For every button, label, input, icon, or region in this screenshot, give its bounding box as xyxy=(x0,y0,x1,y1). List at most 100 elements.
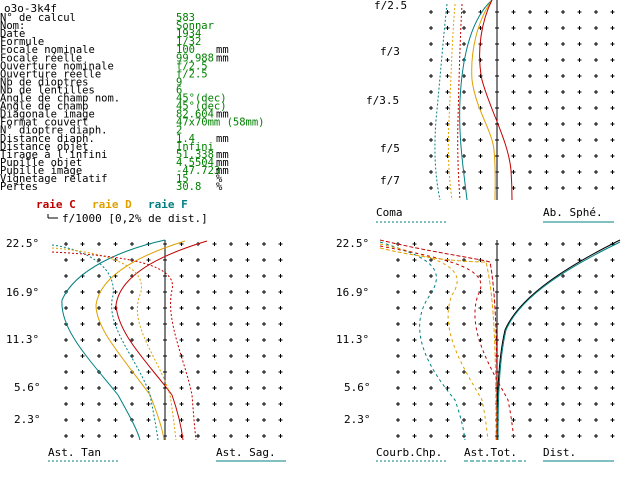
info-label: Angle de champ nom. xyxy=(0,93,120,105)
info-row: Nom: Sonnar xyxy=(0,20,214,32)
info-unit: mm xyxy=(216,133,229,145)
info-label: Diagonale image xyxy=(0,109,95,121)
distortion-curve xyxy=(496,239,621,441)
legend-raie-c: raie C xyxy=(36,198,76,211)
ast-sag-curve-d xyxy=(51,247,177,441)
info-label: Vignetage relatif xyxy=(0,173,107,185)
info-value: f/2.5 xyxy=(176,60,208,72)
coma-curve-c xyxy=(457,3,463,201)
info-value: f/2.5 xyxy=(176,68,208,80)
info-label: Distance diaph. xyxy=(0,133,95,145)
info-label: Focale nominale xyxy=(0,44,95,56)
info-row: Date 1934 xyxy=(0,28,201,40)
info-row: Formule 1/32 xyxy=(0,36,201,48)
info-value: 583 xyxy=(176,12,195,24)
info-row: Pupille objet 4.5504 mm xyxy=(0,157,229,169)
info-unit: % xyxy=(216,181,223,193)
info-row: Distance objet Infini xyxy=(0,141,214,153)
info-row: Ouverture nominale f/2.5 xyxy=(0,60,208,72)
info-value: 9 xyxy=(176,76,182,88)
ast-sag-label: Ast. Sag. xyxy=(216,446,276,459)
info-value: 4.5504 xyxy=(176,157,214,169)
ast-tan-curve-c xyxy=(115,240,208,441)
ast-y-label: 11.3° xyxy=(6,333,39,346)
info-row: N° dioptre diaph. 2 xyxy=(0,125,182,137)
info-row: Angle de champ 45°(dec) xyxy=(0,101,227,113)
ast-total-curve-d xyxy=(379,247,497,441)
coma-curve-d xyxy=(447,3,456,201)
info-label: Nb de dioptres xyxy=(0,76,89,88)
ast-total-curve-c xyxy=(379,239,498,441)
info-label: N° de calcul xyxy=(0,12,76,24)
info-value: 51.338 xyxy=(176,149,214,161)
window-title: o3o-3k4f xyxy=(4,2,57,15)
ast-y-label: 5.6° xyxy=(14,381,41,394)
info-unit: mm xyxy=(216,52,229,64)
info-label: Angle de champ xyxy=(0,101,89,113)
info-label: Tirage à l'infini xyxy=(0,149,107,161)
field-chart-grid xyxy=(396,242,615,438)
ast-y-label: 2.3° xyxy=(14,413,41,426)
info-value: 2 xyxy=(176,125,182,137)
sph-curve-c xyxy=(479,0,513,201)
coma-curve-f xyxy=(434,3,448,201)
sph-curve-f xyxy=(459,0,493,201)
info-row: Distance diaph. 1.4 mm xyxy=(0,133,229,145)
info-row: Nb de lentilles 6 xyxy=(0,85,182,97)
info-value: Infini xyxy=(176,141,214,153)
coma-chart-grid xyxy=(429,10,615,190)
info-value: 45°(dec) xyxy=(176,101,227,113)
ast-y-label: 16.9° xyxy=(6,286,39,299)
coma-y-label: f/2.5 xyxy=(374,0,407,12)
info-unit: mm xyxy=(216,44,229,56)
ast-y-label: 22.5° xyxy=(6,237,39,250)
field-curvature-label: Courb.Chp. xyxy=(376,446,442,459)
astigmatism-chart: 22.5° 16.9° 11.3° 5.6° 2.3° Ast. Tan Ast… xyxy=(6,237,286,462)
legend-raie-d: raie D xyxy=(92,198,132,211)
info-row: Diagonale image 82.604 mm xyxy=(0,109,229,121)
info-value: 1/32 xyxy=(176,36,201,48)
info-value: 82.604 xyxy=(176,109,214,121)
info-label: Date xyxy=(0,28,25,40)
field-curve-d xyxy=(379,243,489,441)
distortion-curve-f xyxy=(497,241,621,441)
info-label: Nom: xyxy=(0,20,25,32)
astigmatism-y-labels: 22.5° 16.9° 11.3° 5.6° 2.3° xyxy=(6,237,41,426)
coma-y-labels: f/2.5 f/3 f/3.5 f/5 f/7 xyxy=(366,0,407,187)
coma-y-label: f/5 xyxy=(380,142,400,155)
info-row: Ouverture réelle f/2.5 xyxy=(0,68,208,80)
info-value: 1934 xyxy=(176,28,201,40)
astigmatism-chart-grid xyxy=(64,242,283,438)
info-value: 99.988 xyxy=(176,52,214,64)
coma-y-label: f/7 xyxy=(380,174,400,187)
info-value: 45°(dec) xyxy=(176,93,227,105)
field-y-label: 22.5° xyxy=(336,237,369,250)
info-row: N° de calcul 583 xyxy=(0,12,195,24)
info-row: Tirage à l'infini 51.338 mm xyxy=(0,149,229,161)
info-unit: mm xyxy=(216,165,229,177)
info-value: 15 xyxy=(176,173,189,185)
field-y-labels: 22.5° 16.9° 11.3° 5.6° 2.3° xyxy=(336,237,371,426)
ast-tan-label: Ast. Tan xyxy=(48,446,101,459)
ast-total-label: Ast.Tot. xyxy=(464,446,517,459)
coma-spherical-chart: f/2.5 f/3 f/3.5 f/5 f/7 Coma Ab. Sphé. xyxy=(366,0,615,223)
info-value: -47.723 xyxy=(176,165,220,177)
ast-tan-curve-d xyxy=(95,240,186,441)
legend-raie-f: raie F xyxy=(148,198,188,211)
info-label: Ouverture nominale xyxy=(0,60,114,72)
info-label: Format couvert xyxy=(0,117,89,129)
info-value: 1.4 xyxy=(176,133,195,145)
info-label: Pupille image xyxy=(0,165,82,177)
spherical-label: Ab. Sphé. xyxy=(543,206,603,219)
coma-y-label: f/3.5 xyxy=(366,94,399,107)
info-row: Pertes 30.8% xyxy=(0,181,223,193)
info-label: Pertes xyxy=(0,181,38,193)
info-label: Ouverture réelle xyxy=(0,68,101,80)
info-unit: mm xyxy=(216,157,229,169)
info-row: Format couvert 47x70mm (58mm) xyxy=(0,117,265,129)
field-curvature-distortion-chart: 22.5° 16.9° 11.3° 5.6° 2.3° Courb.Chp. A… xyxy=(336,237,621,462)
ast-tan-curve-f xyxy=(61,239,166,441)
info-value: 100 xyxy=(176,44,195,56)
